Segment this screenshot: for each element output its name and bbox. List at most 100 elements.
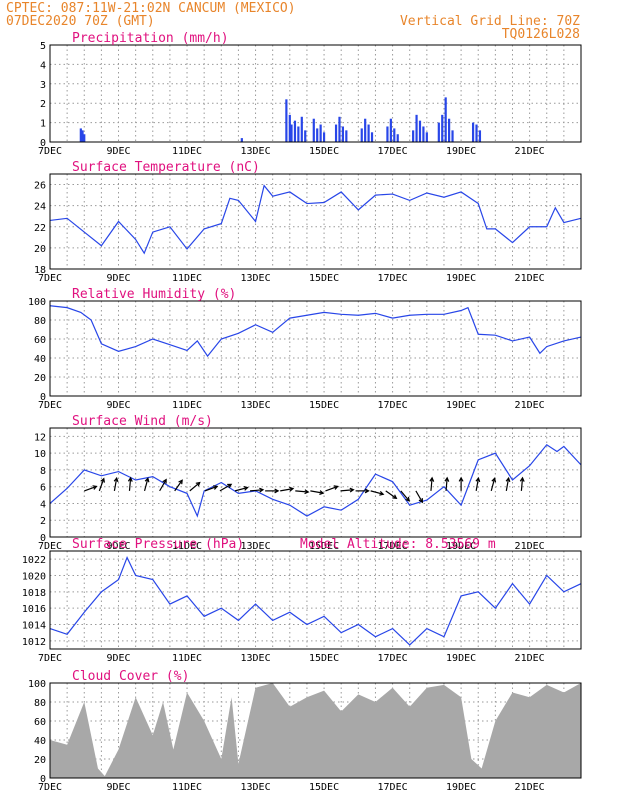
wind-arrow bbox=[444, 476, 450, 491]
wind-arrow bbox=[429, 476, 435, 491]
x-tick-label: 9DEC bbox=[106, 146, 130, 157]
x-tick-label: 19DEC bbox=[446, 782, 476, 793]
panel-title: Surface Wind (m/s) bbox=[72, 414, 213, 429]
x-tick-label: 15DEC bbox=[309, 273, 339, 284]
x-tick-label: 7DEC bbox=[38, 400, 62, 411]
x-tick-label: 9DEC bbox=[106, 653, 130, 664]
model-altitude-label: Model Altitude: 8.53569 m bbox=[300, 537, 496, 552]
x-tick-label: 17DEC bbox=[378, 273, 408, 284]
plot-frame bbox=[49, 427, 582, 538]
wind-arrow bbox=[143, 477, 150, 492]
y-tick-label: 26 bbox=[34, 181, 46, 192]
y-tick-label: 0 bbox=[40, 392, 46, 403]
precip-bar bbox=[338, 116, 341, 142]
precip-bar bbox=[425, 132, 428, 142]
series-line bbox=[49, 184, 582, 255]
plot-frame bbox=[49, 300, 582, 397]
x-tick-label: 17DEC bbox=[378, 653, 408, 664]
precip-bar bbox=[293, 120, 297, 142]
plot-frame bbox=[49, 682, 582, 779]
precip-bar bbox=[304, 130, 307, 142]
x-tick-label: 9DEC bbox=[106, 400, 130, 411]
wind-arrow bbox=[98, 477, 105, 492]
x-tick-label: 13DEC bbox=[240, 653, 270, 664]
panel-3: 0 2 4 6 8 10 12 7DEC 9DEC 11DEC 13DEC 15DEC 17DEC 19D… bbox=[34, 414, 582, 552]
x-tick-label: 21DEC bbox=[515, 782, 545, 793]
precip-bar bbox=[437, 122, 440, 142]
precip-bar bbox=[444, 97, 447, 142]
precip-bar bbox=[360, 128, 363, 142]
precip-bar bbox=[364, 118, 367, 142]
y-tick-label: 1 bbox=[40, 119, 46, 130]
wind-arrow bbox=[127, 476, 133, 491]
wind-arrow bbox=[219, 483, 233, 492]
x-tick-label: 15DEC bbox=[309, 653, 339, 664]
x-tick-label: 17DEC bbox=[378, 782, 408, 793]
panel-1: 18 20 22 24 26 7DEC 9DEC 11DEC 13DEC 15DEC 17DEC 19… bbox=[34, 160, 582, 284]
wind-arrow bbox=[505, 476, 511, 491]
plot-frame bbox=[49, 173, 582, 270]
x-tick-label: 21DEC bbox=[515, 146, 545, 157]
x-tick-label: 15DEC bbox=[309, 146, 339, 157]
y-tick-label: 80 bbox=[34, 698, 46, 709]
x-tick-label: 7DEC bbox=[38, 782, 62, 793]
x-tick-label: 21DEC bbox=[515, 400, 545, 411]
precip-bar bbox=[389, 118, 392, 142]
wind-arrow bbox=[295, 489, 310, 495]
x-tick-label: 17DEC bbox=[378, 541, 408, 552]
y-tick-label: 20 bbox=[34, 755, 46, 766]
wind-arrow bbox=[325, 485, 339, 492]
wind-arrow bbox=[113, 476, 119, 491]
y-tick-label: 6 bbox=[40, 483, 46, 494]
wind-arrow bbox=[415, 490, 424, 504]
x-tick-label: 11DEC bbox=[172, 273, 202, 284]
wind-arrow bbox=[265, 488, 280, 494]
y-tick-label: 60 bbox=[34, 717, 46, 728]
panel-5: 0 20 40 60 80 100 7DEC 9DEC 11DEC 13DEC 15DEC 17DEC… bbox=[28, 669, 582, 793]
wind-arrow bbox=[310, 490, 325, 495]
wind-arrow bbox=[490, 477, 497, 492]
panel-title: Relative Humidity (%) bbox=[72, 287, 236, 302]
precip-bar bbox=[386, 126, 389, 142]
cloud-cover-area bbox=[50, 683, 581, 778]
grid-note-label: Vertical Grid Line: 70Z bbox=[400, 14, 580, 29]
wind-arrow bbox=[475, 476, 481, 491]
x-tick-label: 15DEC bbox=[309, 400, 339, 411]
panel-title: Cloud Cover (%) bbox=[72, 669, 189, 684]
station-label: CPTEC: 087:11W-21:02N CANCUM (MEXICO) bbox=[6, 1, 296, 16]
y-tick-label: 1018 bbox=[22, 588, 46, 599]
panel-title: Precipitation (mm/h) bbox=[72, 31, 229, 46]
panel-title: Surface Pressure (hPa) bbox=[72, 537, 244, 552]
precip-bar bbox=[393, 128, 396, 142]
y-tick-label: 1012 bbox=[22, 637, 46, 648]
panel-0: 0 1 2 3 4 5 7DEC 9DEC 11DEC 13DEC 15DEC 17DEC 19DEC 2… bbox=[38, 31, 582, 157]
precip-bar bbox=[79, 128, 82, 142]
panel-title: Surface Temperature (nC) bbox=[72, 160, 260, 175]
y-tick-label: 4 bbox=[40, 60, 46, 71]
y-tick-label: 0 bbox=[40, 138, 46, 149]
wind-arrow bbox=[159, 478, 167, 492]
series-line bbox=[49, 443, 582, 518]
y-tick-label: 1020 bbox=[22, 572, 46, 583]
precip-bar bbox=[83, 134, 86, 142]
x-tick-label: 17DEC bbox=[378, 400, 408, 411]
precip-bar bbox=[240, 138, 243, 142]
precip-bar bbox=[370, 132, 374, 142]
precip-bar bbox=[451, 130, 454, 142]
x-tick-label: 19DEC bbox=[446, 146, 476, 157]
y-tick-label: 1016 bbox=[22, 604, 46, 615]
y-tick-label: 80 bbox=[34, 316, 46, 327]
precip-bar bbox=[478, 130, 482, 142]
date-label: 07DEC2020 70Z (GMT) bbox=[6, 14, 155, 29]
x-tick-label: 7DEC bbox=[38, 653, 62, 664]
precip-bar bbox=[312, 118, 315, 142]
precip-bar bbox=[319, 124, 322, 142]
y-tick-label: 2 bbox=[40, 99, 46, 110]
y-tick-label: 1022 bbox=[22, 555, 46, 566]
y-tick-label: 60 bbox=[34, 335, 46, 346]
wind-arrow bbox=[280, 486, 295, 492]
precip-bar bbox=[345, 130, 348, 142]
x-tick-label: 9DEC bbox=[106, 541, 130, 552]
panel-4: 1012 1014 1016 1018 1020 1022 7DEC 9DEC 11DEC 13D… bbox=[22, 537, 582, 664]
